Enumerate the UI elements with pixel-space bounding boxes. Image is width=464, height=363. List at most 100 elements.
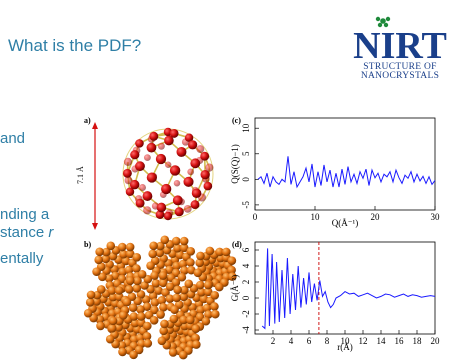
carbon-atom bbox=[176, 146, 187, 157]
panel-b-label: b) bbox=[84, 240, 92, 249]
carbon-atom bbox=[143, 154, 151, 162]
y-tick-label: 0 bbox=[241, 177, 251, 182]
logo-subtitle-line1: STRUCTURE OF bbox=[363, 62, 437, 72]
carbon-atom bbox=[163, 211, 173, 221]
carbon-atom bbox=[146, 172, 157, 183]
nirt-logo: NIRT bbox=[353, 16, 447, 67]
chart-c-series-line bbox=[257, 156, 436, 189]
carbon-atom bbox=[174, 207, 184, 217]
y-tick-label: -2 bbox=[241, 310, 251, 318]
carbon-atom bbox=[149, 131, 159, 141]
carbon-atom bbox=[135, 161, 145, 172]
x-tick-label: 4 bbox=[289, 336, 294, 346]
carbon-atom bbox=[155, 153, 167, 165]
chart-c-xlabel: Q(Å⁻¹) bbox=[332, 218, 358, 228]
x-tick-label: 6 bbox=[307, 336, 312, 346]
x-tick-label: 2 bbox=[271, 336, 276, 346]
carbon-atom bbox=[184, 133, 194, 142]
y-tick-label: 4 bbox=[241, 263, 251, 268]
bullet-line-1: and bbox=[0, 130, 26, 147]
carbon-atom bbox=[183, 176, 194, 187]
chart-d-xlabel: r(Å) bbox=[337, 342, 353, 352]
carbon-atom bbox=[172, 195, 183, 206]
x-tick-label: 12 bbox=[359, 336, 368, 346]
carbon-atom bbox=[191, 188, 202, 198]
chart-d: 2 4 6 8 10 12 14 16 18 20 -4 -2 0 2 4 6 r(Å) G(Å⁻²) bbox=[230, 241, 441, 352]
x-tick-label: 16 bbox=[395, 336, 405, 346]
carbon-atom bbox=[187, 168, 195, 176]
fullerene-cluster bbox=[193, 246, 237, 292]
carbon-atom bbox=[173, 180, 181, 187]
y-tick-label: 0 bbox=[241, 295, 251, 300]
x-tick-label: 8 bbox=[325, 336, 330, 346]
carbon-atom bbox=[190, 200, 200, 210]
carbon-atom bbox=[190, 158, 201, 169]
size-label: 7.1 Å bbox=[76, 166, 85, 184]
bullet-line-3-text: stance bbox=[0, 224, 49, 241]
fcc-packing-image bbox=[83, 235, 237, 360]
x-tick-label: 20 bbox=[431, 336, 441, 346]
carbon-atom bbox=[164, 135, 174, 146]
chart-c-ylabel: Q(S(Q)−1) bbox=[230, 144, 240, 184]
carbon-atom bbox=[169, 129, 179, 138]
bullet-line-4: entally bbox=[0, 250, 44, 267]
slide-title: What is the PDF? bbox=[8, 36, 142, 55]
x-tick-label: 10 bbox=[341, 336, 351, 346]
panel-a-label: a) bbox=[84, 116, 91, 125]
chart-d-ylabel: G(Å⁻²) bbox=[230, 275, 240, 301]
bullet-line-3-italic: r bbox=[48, 224, 54, 241]
y-tick-label: 2 bbox=[241, 280, 251, 285]
x-tick-label: 10 bbox=[311, 212, 321, 222]
fullerene-cluster bbox=[157, 314, 201, 360]
carbon-atom bbox=[164, 161, 172, 168]
carbon-atom bbox=[125, 187, 135, 197]
carbon-atom bbox=[143, 206, 152, 215]
carbon-atom bbox=[188, 140, 198, 150]
carbon-atom bbox=[146, 142, 157, 153]
carbon-atom bbox=[161, 183, 172, 195]
carbon-atom bbox=[203, 181, 213, 191]
carbon-atom bbox=[122, 168, 132, 178]
bullet-line-3: stance r bbox=[0, 224, 53, 242]
logo-star-icon bbox=[375, 16, 391, 28]
carbon-atom bbox=[169, 165, 181, 176]
y-tick-label: 5 bbox=[241, 151, 251, 156]
carbon-atom bbox=[135, 139, 144, 148]
carbon-atom bbox=[200, 170, 210, 180]
carbon-atom bbox=[124, 176, 133, 185]
fullerene-cluster bbox=[146, 235, 196, 287]
x-tick-label: 14 bbox=[377, 336, 387, 346]
carbon-atom bbox=[196, 145, 205, 154]
chart-d-frame bbox=[254, 241, 436, 335]
carbon-atom bbox=[142, 191, 153, 201]
carbon-atom bbox=[130, 150, 140, 160]
c60-molecule-image: 7.1 Å bbox=[76, 122, 214, 230]
carbon-atom bbox=[205, 163, 214, 172]
panel-d-label: (d) bbox=[232, 240, 242, 249]
x-tick-label: 18 bbox=[413, 336, 423, 346]
carbon-atom bbox=[123, 157, 133, 167]
carbon-atom bbox=[157, 142, 165, 150]
x-tick-label: 30 bbox=[431, 212, 441, 222]
carbon-atom bbox=[135, 198, 145, 208]
y-tick-label: 6 bbox=[241, 247, 251, 252]
carbon-atom bbox=[183, 204, 192, 213]
panel-c-label: (c) bbox=[232, 116, 241, 125]
carbon-atom bbox=[155, 210, 165, 219]
y-tick-label: 10 bbox=[241, 123, 251, 133]
carbon-atom bbox=[139, 184, 146, 191]
chart-c-frame bbox=[254, 117, 436, 211]
fullerene-cluster bbox=[170, 279, 220, 331]
fullerene-cluster bbox=[105, 311, 153, 360]
carbon-atom bbox=[129, 179, 140, 190]
x-tick-label: 0 bbox=[253, 212, 258, 222]
bullet-line-2: nding a bbox=[0, 206, 50, 223]
x-tick-label: 20 bbox=[371, 212, 381, 222]
y-tick-label: -4 bbox=[241, 326, 251, 334]
carbon-atom bbox=[156, 202, 167, 213]
y-tick-label: -5 bbox=[241, 201, 251, 209]
logo-subtitle-line2: NANOCRYSTALS bbox=[360, 71, 440, 81]
chart-d-series-line bbox=[261, 248, 436, 330]
logo-brand: NIRT bbox=[353, 25, 447, 67]
